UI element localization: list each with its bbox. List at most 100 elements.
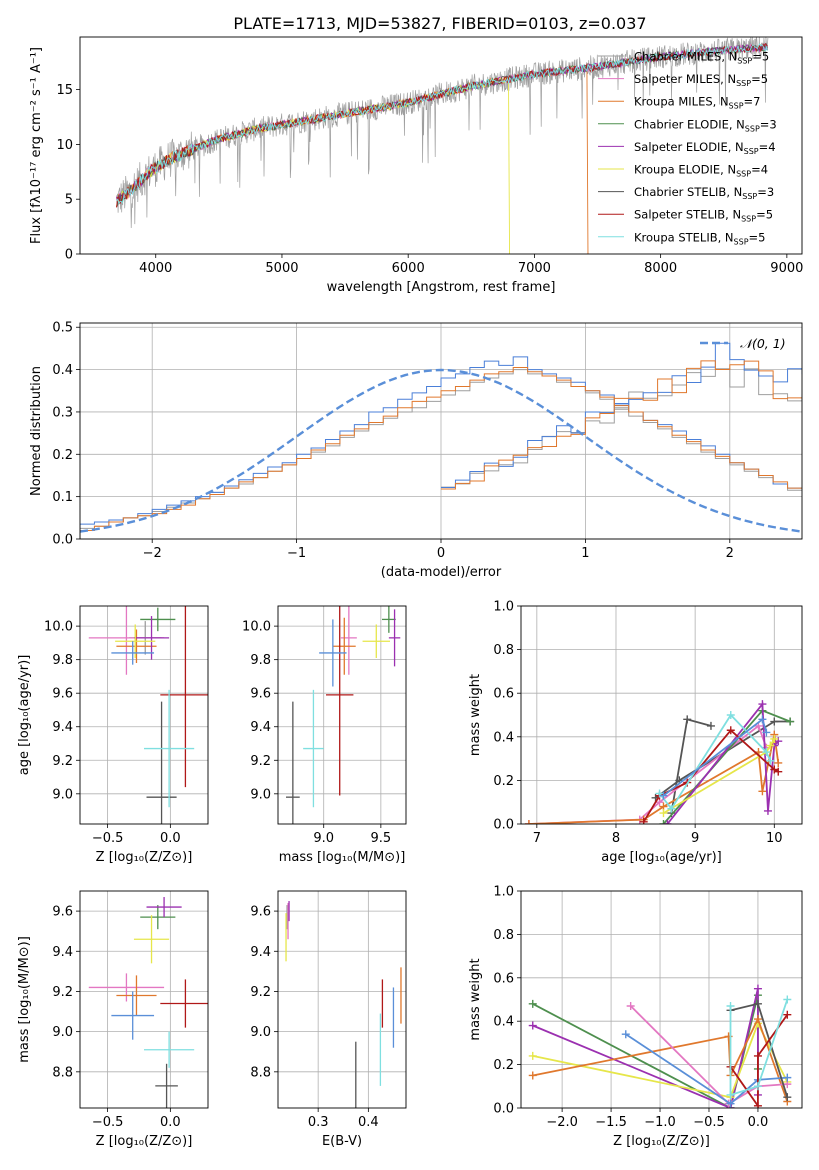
- legend-entry-label: Chabrier STELIB, NSSP=3: [634, 185, 774, 201]
- y-tick-label: 9.0: [52, 787, 73, 802]
- legend-entry-label: 𝒩(0, 1): [740, 336, 786, 351]
- plot-area: [116, 37, 769, 254]
- y-tick-label: 9.6: [52, 687, 73, 702]
- errorbar-point: [116, 629, 157, 664]
- axes-mass-weight-vs-age: 7 8 9 10 0.0 0.2 0.4 0.6 0.8 1.0 age [log₁₀(age/yr…: [468, 600, 803, 865]
- errorbar-point: [388, 609, 401, 667]
- mass-weight-marker: [726, 1002, 735, 1011]
- panels: 4000 5000 6000 7000 8000 9000051015wavelength…: [17, 36, 803, 1149]
- y-tick-label: 9.2: [250, 985, 271, 1000]
- errorbar-point: [362, 624, 390, 658]
- axes-frame: [277, 890, 407, 1109]
- legend-label-tail: =4: [759, 140, 776, 154]
- x-tick-label: 6000: [392, 261, 425, 276]
- legend-entry-label: Chabrier ELODIE, NSSP=3: [634, 117, 777, 133]
- y-tick-label: 10.0: [44, 620, 73, 635]
- x-axis-label: age [log₁₀(age/yr)]: [601, 850, 722, 865]
- legend-label-tail: =3: [757, 185, 774, 199]
- errorbar-point: [155, 1063, 178, 1108]
- errorbar-point: [133, 915, 170, 964]
- mass-weight-series: [729, 1014, 789, 1108]
- errorbar-point: [144, 1031, 195, 1068]
- legend-label-main: Salpeter ELODIE, N: [634, 140, 744, 154]
- histogram-series: [80, 366, 802, 539]
- x-tick-label: 7: [533, 831, 541, 846]
- mass-weight-series: [528, 724, 768, 824]
- figure-title: PLATE=1713, MJD=53827, FIBERID=0103, z=0…: [233, 14, 646, 33]
- legend-label-sub: SSP: [744, 147, 759, 156]
- x-tick-label: −1.0: [644, 1115, 676, 1130]
- mass-weight-marker: [758, 715, 767, 724]
- mass-weight-marker: [753, 1082, 762, 1091]
- x-tick-label: 1: [581, 546, 589, 561]
- y-axis-label: Flux [fλ10⁻¹⁷ erg cm⁻² s⁻¹ A⁻¹]: [29, 47, 44, 244]
- mass-weight-marker: [663, 820, 672, 824]
- histogram-legend: 𝒩(0, 1): [700, 336, 786, 351]
- y-tick-label: 0.4: [52, 363, 73, 378]
- errorbar-point: [160, 606, 208, 788]
- legend-label-main: Chabrier MILES, N: [634, 50, 737, 64]
- mass-weight-marker: [706, 721, 715, 730]
- x-tick-label: 0: [437, 546, 445, 561]
- y-tick-label: 9.0: [250, 1025, 271, 1040]
- mass-weight-marker: [528, 999, 537, 1008]
- x-tick-label: 7000: [518, 261, 551, 276]
- spectrum-series-line: [116, 42, 768, 208]
- y-tick-label: 0.0: [52, 533, 73, 548]
- mass-weight-marker: [528, 1021, 537, 1030]
- mass-weight-series: [532, 988, 759, 1108]
- plot-area: [80, 342, 802, 539]
- y-tick-label: 0.8: [493, 643, 514, 658]
- spectrum-legend: Chabrier MILES, NSSP=5 Salpeter MILES, NS…: [598, 50, 777, 246]
- y-tick-label: 0.6: [493, 687, 514, 702]
- mass-weight-series: [532, 994, 759, 1108]
- axes-residuals: −2 −1 0 1 2 0.0 0.1 0.2 0.3 0.4 0.5 (data-model)/er…: [29, 321, 803, 580]
- legend-entry-label: Chabrier MILES, NSSP=5: [634, 50, 769, 66]
- mass-weight-marker: [786, 717, 795, 726]
- axes-frame: [520, 605, 803, 825]
- mass-weight-marker: [753, 1051, 762, 1060]
- x-axis-label: Z [log₁₀(Z/Z⊙)]: [96, 1134, 193, 1149]
- y-tick-label: 0.4: [493, 730, 514, 745]
- mass-weight-series: [666, 701, 779, 824]
- mass-weight-marker: [753, 1101, 762, 1108]
- mass-weight-marker: [763, 806, 772, 815]
- x-tick-label: −1: [287, 546, 306, 561]
- x-tick-label: 8: [612, 831, 620, 846]
- axes-frame: [79, 605, 209, 825]
- legend-entry-label: Kroupa STELIB, NSSP=5: [634, 230, 765, 246]
- mass-weight-marker: [753, 999, 762, 1008]
- errorbar-point: [140, 905, 176, 930]
- x-tick-label: 5000: [265, 261, 298, 276]
- axes-frame: [277, 605, 407, 825]
- x-tick-label: 0.4: [358, 1115, 379, 1130]
- mass-weight-marker: [659, 809, 668, 818]
- legend-label-tail: =4: [751, 163, 768, 177]
- mass-weight-series: [625, 1033, 788, 1105]
- y-tick-label: 9.6: [52, 905, 73, 920]
- mass-weight-marker: [762, 728, 771, 737]
- legend-label-sub: SSP: [734, 237, 749, 246]
- mass-weight-marker: [639, 817, 648, 824]
- y-tick-label: 0.0: [493, 1102, 514, 1117]
- histogram-series-right: [441, 342, 802, 489]
- histogram-series-right: [441, 368, 802, 488]
- y-tick-label: 9.6: [250, 905, 271, 920]
- x-tick-label: 9.5: [371, 831, 392, 846]
- mass-weight-marker: [659, 791, 668, 800]
- x-tick-label: −0.5: [92, 1115, 124, 1130]
- legend-label-sub: SSP: [736, 170, 751, 179]
- legend-entry-label: Salpeter MILES, NSSP=5: [634, 72, 768, 88]
- errorbar-point: [332, 617, 356, 675]
- axes-spectrum: 4000 5000 6000 7000 8000 9000 0 5 10 15 wavelength…: [29, 36, 803, 295]
- spectrum-series-line: [116, 37, 769, 229]
- mass-weight-series: [630, 1005, 788, 1105]
- mass-weight-marker: [766, 741, 775, 750]
- axes-frame: [79, 890, 209, 1109]
- errorbar-point: [326, 606, 354, 796]
- y-tick-label: 9.4: [52, 945, 73, 960]
- legend-entry-label: Salpeter ELODIE, NSSP=4: [634, 140, 776, 156]
- y-tick-label: 9.0: [52, 1025, 73, 1040]
- mass-weight-marker: [528, 1051, 537, 1060]
- errorbar-point: [88, 973, 165, 1002]
